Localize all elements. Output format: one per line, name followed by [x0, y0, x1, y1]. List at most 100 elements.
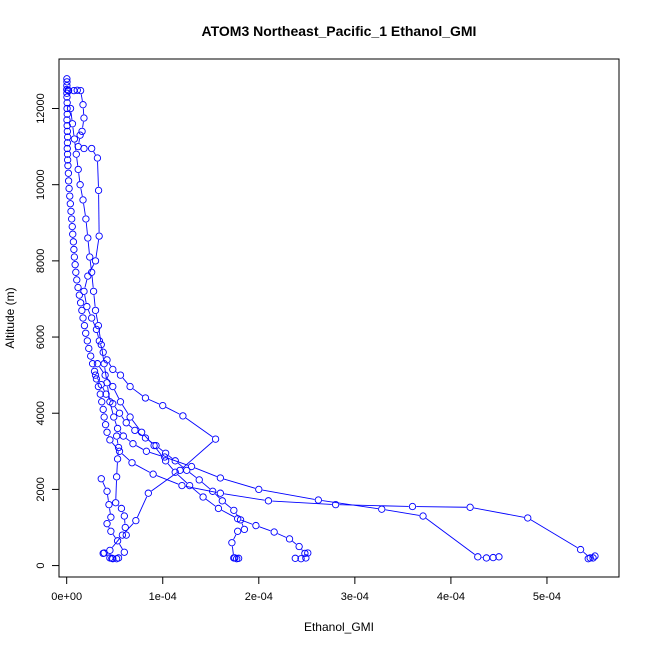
data-point	[70, 245, 78, 254]
data-point	[150, 441, 158, 450]
data-point	[63, 110, 71, 118]
data-point	[68, 215, 76, 223]
series-segment	[80, 188, 83, 197]
series-segment	[122, 453, 130, 461]
data-point	[63, 75, 71, 83]
data-point	[80, 144, 88, 153]
series-segment	[111, 537, 121, 548]
x-axis: 0e+00 1e-04 2e-04 3e-04 4e-04 5e-04	[51, 576, 561, 603]
series-segment	[583, 551, 588, 556]
y-tick-label: 0	[35, 563, 47, 569]
data-point	[63, 150, 72, 158]
data-point	[466, 503, 474, 511]
series-segment	[126, 438, 131, 442]
series-segment	[136, 445, 144, 450]
data-point	[92, 325, 101, 334]
series-segment	[119, 431, 122, 434]
series-segment	[530, 519, 578, 549]
data-point	[84, 234, 92, 242]
data-point	[120, 512, 128, 520]
data-point	[209, 487, 217, 495]
data-point	[64, 177, 73, 185]
series-segment	[189, 472, 197, 478]
data-point	[103, 520, 111, 528]
data-point	[291, 554, 299, 562]
data-point	[74, 165, 82, 174]
data-point	[126, 382, 134, 391]
data-point	[68, 222, 76, 231]
y-tick-label: 8000	[35, 249, 47, 273]
data-point	[63, 127, 72, 136]
data-point	[112, 499, 120, 507]
series-segment	[194, 467, 218, 477]
x-tick-label: 4e-04	[437, 591, 465, 603]
series-segment	[143, 434, 152, 444]
series-segment	[149, 452, 162, 457]
series-segment	[416, 506, 467, 508]
series-segment	[158, 447, 163, 452]
y-tick-label: 2000	[35, 477, 47, 501]
series-segment	[85, 222, 88, 235]
data-point	[128, 459, 136, 467]
data-point	[264, 497, 273, 505]
data-point	[72, 268, 80, 276]
series-segment	[262, 489, 315, 500]
data-point	[101, 371, 109, 379]
data-point	[100, 413, 108, 421]
series-segment	[107, 494, 109, 501]
series-segment	[112, 442, 118, 449]
series-segment	[82, 121, 84, 128]
data-point	[95, 232, 103, 240]
data-point	[126, 413, 134, 421]
series-layer	[63, 75, 599, 563]
series-segment	[84, 279, 88, 288]
data-point	[171, 457, 179, 465]
data-point	[88, 144, 96, 153]
series-segment	[107, 397, 111, 401]
series-segment	[83, 203, 86, 216]
series-5	[93, 360, 312, 563]
data-point	[122, 531, 130, 539]
series-segment	[93, 295, 96, 307]
data-point	[64, 161, 72, 170]
data-point	[91, 371, 100, 379]
data-point	[285, 535, 294, 543]
series-segment	[168, 455, 173, 459]
data-point	[64, 169, 73, 177]
data-point	[113, 424, 122, 433]
data-point	[378, 505, 386, 513]
series-segment	[115, 371, 118, 374]
data-point	[92, 375, 101, 383]
data-point	[106, 546, 114, 554]
data-point	[63, 85, 71, 94]
data-point	[131, 426, 139, 435]
data-point	[112, 473, 121, 481]
data-point	[113, 537, 122, 545]
series-segment	[259, 526, 271, 532]
data-point	[297, 555, 305, 563]
data-point	[116, 371, 125, 379]
data-point	[137, 428, 146, 436]
data-point	[102, 390, 110, 398]
series-segment	[272, 500, 332, 505]
series-segment	[192, 487, 201, 495]
series-segment	[101, 348, 105, 361]
data-point	[314, 496, 322, 504]
data-point	[255, 485, 263, 494]
data-point	[79, 314, 87, 322]
data-point	[84, 272, 92, 280]
series-segment	[102, 387, 105, 391]
data-point	[230, 506, 238, 514]
data-point	[99, 549, 107, 558]
data-point	[96, 390, 104, 398]
data-point	[474, 553, 482, 561]
data-point	[591, 552, 599, 560]
series-segment	[185, 417, 213, 438]
data-point	[495, 553, 503, 561]
series-segment	[221, 509, 235, 518]
data-point	[234, 527, 242, 535]
data-point	[576, 545, 585, 554]
data-point	[216, 474, 225, 482]
series-segment	[70, 112, 73, 121]
